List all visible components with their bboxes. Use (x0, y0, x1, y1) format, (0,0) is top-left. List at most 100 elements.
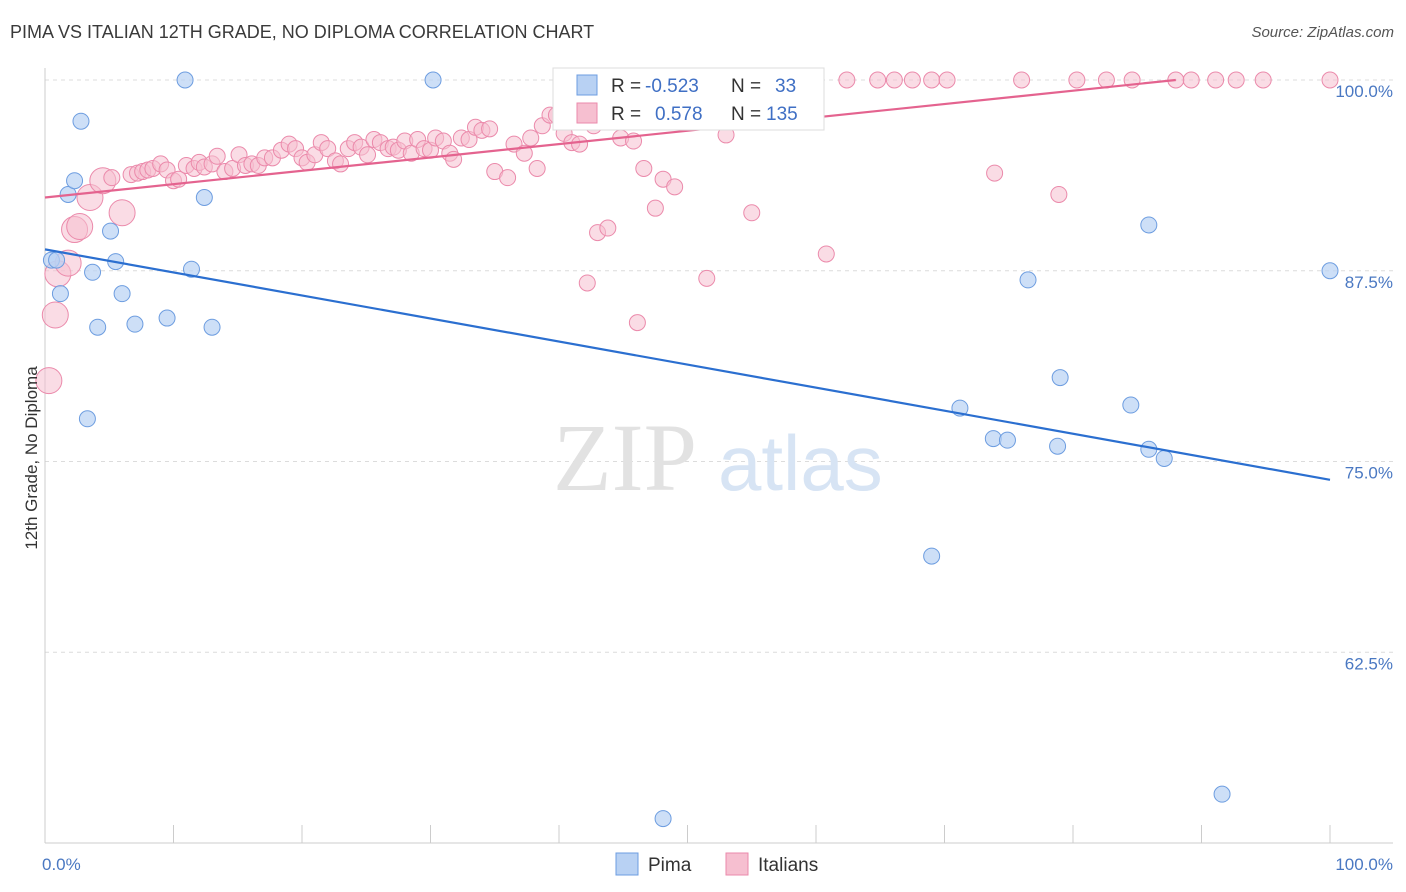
italians-point (499, 169, 517, 187)
pima-point (89, 318, 107, 336)
pima-point (1321, 262, 1339, 280)
pima-point (48, 251, 66, 269)
italians-point (208, 147, 226, 165)
italians-point (1254, 71, 1272, 89)
stat-legend: R = -0.523 N = 33 R = 0.578 N = 135 (552, 67, 825, 131)
italians-point (986, 164, 1004, 182)
pima-point (72, 112, 90, 130)
italians-point (628, 314, 646, 332)
italians-point (359, 146, 377, 164)
pima-point (1019, 271, 1037, 289)
y-axis-label: 12th Grade, No Diploma (22, 366, 41, 550)
italians-point (35, 367, 63, 395)
italians-point (743, 204, 761, 222)
italians-trend-line (44, 78, 1176, 199)
pima-point (84, 263, 102, 281)
pima-point (1155, 449, 1173, 467)
stat-legend-pima-n-value: 33 (775, 76, 796, 97)
italians-point (1068, 71, 1086, 89)
legend-italians-label: Italians (758, 855, 818, 876)
italians-point (108, 199, 136, 227)
stat-legend-pima-swatch (576, 74, 598, 96)
stat-legend-italians-r-label: R = (611, 104, 641, 125)
italians-point (903, 71, 921, 89)
italians-point (923, 71, 941, 89)
italians-point (1050, 185, 1068, 203)
pima-point (113, 285, 131, 303)
italians-point (515, 144, 533, 162)
trend-lines (44, 78, 1331, 481)
pima-point (1122, 396, 1140, 414)
legend-italians-swatch (725, 852, 749, 876)
pima-point (182, 260, 200, 278)
watermark-zip: ZIP (553, 404, 697, 511)
stat-legend-box (552, 67, 825, 131)
pima-point (66, 172, 84, 190)
italians-point (1207, 71, 1225, 89)
stat-legend-italians-r-value: 0.578 (655, 104, 703, 125)
y-tick-label-1: 75.0% (1345, 464, 1393, 483)
source-label: Source: ZipAtlas.com (1251, 24, 1394, 41)
stat-legend-pima-n-label: N = (731, 76, 761, 97)
stat-legend-italians-n-value: 135 (766, 104, 798, 125)
italians-point (571, 135, 589, 153)
stat-legend-pima-r-label: R = (611, 76, 641, 97)
axes (44, 68, 1393, 844)
y-tick-label-0: 62.5% (1345, 654, 1393, 673)
pima-point (102, 222, 120, 240)
italians-point (1013, 71, 1031, 89)
italians-point (1321, 71, 1339, 89)
pima-point (195, 189, 213, 207)
pima-point (176, 71, 194, 89)
italians-point (1227, 71, 1245, 89)
pima-point (1140, 216, 1158, 234)
italians-point (66, 212, 94, 240)
y-tick-label-3: 100.0% (1335, 82, 1393, 101)
pima-trend-line (44, 248, 1331, 481)
italians-point (885, 71, 903, 89)
italians-point (869, 71, 887, 89)
pima-point (424, 71, 442, 89)
italians-point (646, 199, 664, 217)
legend-pima-swatch (615, 852, 639, 876)
pima-point (203, 318, 221, 336)
italians-point (522, 129, 540, 147)
pima-point (1051, 369, 1069, 387)
pima-point (78, 410, 96, 428)
italians-point (319, 140, 337, 158)
stat-legend-pima-r-value: -0.523 (645, 76, 699, 97)
pima-point (158, 309, 176, 327)
pima-point (1049, 437, 1067, 455)
pima-point (998, 431, 1016, 449)
italians-points (35, 71, 1339, 395)
series-legend: Pima Italians (615, 852, 818, 876)
italians-point (41, 301, 69, 329)
pima-point (654, 810, 672, 828)
italians-point (528, 160, 546, 178)
pima-point (51, 285, 69, 303)
pima-point (984, 430, 1002, 448)
chart-title: PIMA VS ITALIAN 12TH GRADE, NO DIPLOMA C… (10, 22, 595, 42)
italians-point (838, 71, 856, 89)
italians-point (666, 178, 684, 196)
x-tick-label-min: 0.0% (42, 855, 81, 874)
italians-point (817, 245, 835, 263)
italians-point (698, 269, 716, 287)
stat-legend-italians-swatch (576, 102, 598, 124)
watermark-atlas: atlas (718, 419, 883, 507)
italians-point (1182, 71, 1200, 89)
italians-point (599, 219, 617, 237)
watermark: ZIP atlas (553, 404, 883, 511)
italians-point (578, 274, 596, 292)
italians-point (938, 71, 956, 89)
pima-point (126, 315, 144, 333)
pima-point (923, 547, 941, 565)
y-tick-label-2: 87.5% (1345, 273, 1393, 292)
y-tick-labels: 62.5% 75.0% 87.5% 100.0% (1335, 82, 1393, 673)
x-tick-label-max: 100.0% (1335, 855, 1393, 874)
pima-point (1213, 785, 1231, 803)
legend-pima-label: Pima (648, 855, 692, 876)
italians-point (332, 155, 350, 173)
stat-legend-italians-n-label: N = (731, 104, 761, 125)
